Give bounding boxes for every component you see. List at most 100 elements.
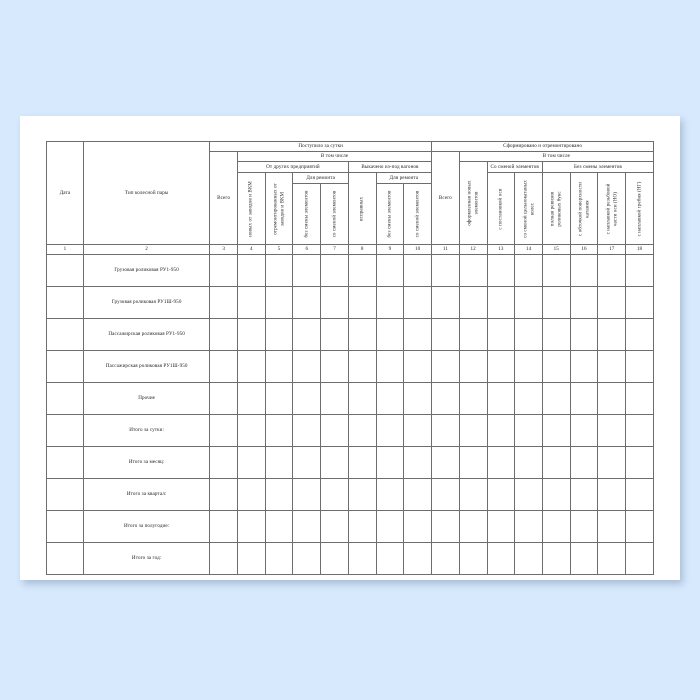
cell-col-16[interactable]: [569, 542, 599, 575]
cell-col-9[interactable]: [375, 382, 405, 415]
cell-col-12[interactable]: [458, 510, 488, 543]
cell-col-10[interactable]: [403, 254, 433, 287]
cell-col-17[interactable]: [597, 542, 627, 575]
cell-col-13[interactable]: [486, 382, 516, 415]
cell-col-7[interactable]: [320, 446, 349, 479]
cell-col-18[interactable]: [625, 318, 654, 351]
cell-col-14[interactable]: [514, 542, 543, 575]
cell-col-15[interactable]: [541, 414, 571, 447]
cell-col-4[interactable]: [237, 478, 266, 511]
cell-date[interactable]: [46, 510, 84, 543]
cell-col-5[interactable]: [264, 350, 294, 383]
cell-col-18[interactable]: [625, 542, 654, 575]
cell-col-18[interactable]: [625, 510, 654, 543]
cell-col-18[interactable]: [625, 286, 654, 319]
cell-col-5[interactable]: [264, 510, 294, 543]
cell-col-7[interactable]: [320, 510, 349, 543]
cell-col-4[interactable]: [237, 382, 266, 415]
cell-col-14[interactable]: [514, 318, 543, 351]
cell-col-3[interactable]: [209, 414, 238, 447]
cell-col-16[interactable]: [569, 510, 599, 543]
cell-col-6[interactable]: [292, 414, 322, 447]
cell-col-5[interactable]: [264, 286, 294, 319]
cell-col-12[interactable]: [458, 542, 488, 575]
cell-col-12[interactable]: [458, 254, 488, 287]
cell-col-18[interactable]: [625, 446, 654, 479]
cell-col-17[interactable]: [597, 286, 627, 319]
cell-col-15[interactable]: [541, 446, 571, 479]
cell-col-17[interactable]: [597, 446, 627, 479]
cell-col-10[interactable]: [403, 286, 433, 319]
cell-col-3[interactable]: [209, 446, 238, 479]
cell-col-13[interactable]: [486, 542, 516, 575]
cell-col-9[interactable]: [375, 542, 405, 575]
cell-col-4[interactable]: [237, 318, 266, 351]
cell-col-14[interactable]: [514, 446, 543, 479]
cell-col-16[interactable]: [569, 286, 599, 319]
cell-col-4[interactable]: [237, 510, 266, 543]
cell-col-18[interactable]: [625, 382, 654, 415]
cell-col-14[interactable]: [514, 478, 543, 511]
cell-col-5[interactable]: [264, 382, 294, 415]
cell-col-15[interactable]: [541, 510, 571, 543]
cell-col-9[interactable]: [375, 510, 405, 543]
cell-date[interactable]: [46, 382, 84, 415]
cell-col-16[interactable]: [569, 254, 599, 287]
cell-col-16[interactable]: [569, 446, 599, 479]
cell-col-3[interactable]: [209, 350, 238, 383]
cell-col-11[interactable]: [431, 286, 460, 319]
cell-col-12[interactable]: [458, 478, 488, 511]
cell-col-10[interactable]: [403, 318, 433, 351]
cell-col-10[interactable]: [403, 510, 433, 543]
cell-col-7[interactable]: [320, 350, 349, 383]
cell-col-11[interactable]: [431, 510, 460, 543]
cell-col-17[interactable]: [597, 478, 627, 511]
cell-col-3[interactable]: [209, 254, 238, 287]
cell-col-18[interactable]: [625, 478, 654, 511]
cell-col-10[interactable]: [403, 350, 433, 383]
cell-col-17[interactable]: [597, 350, 627, 383]
cell-date[interactable]: [46, 318, 84, 351]
cell-col-5[interactable]: [264, 414, 294, 447]
cell-col-5[interactable]: [264, 254, 294, 287]
cell-col-14[interactable]: [514, 286, 543, 319]
cell-col-11[interactable]: [431, 350, 460, 383]
cell-col-7[interactable]: [320, 414, 349, 447]
cell-col-7[interactable]: [320, 318, 349, 351]
cell-col-18[interactable]: [625, 350, 654, 383]
cell-col-4[interactable]: [237, 414, 266, 447]
cell-col-15[interactable]: [541, 542, 571, 575]
cell-col-3[interactable]: [209, 318, 238, 351]
cell-col-8[interactable]: [347, 446, 377, 479]
cell-col-16[interactable]: [569, 414, 599, 447]
cell-col-11[interactable]: [431, 446, 460, 479]
cell-col-6[interactable]: [292, 382, 322, 415]
cell-col-15[interactable]: [541, 254, 571, 287]
cell-col-5[interactable]: [264, 446, 294, 479]
cell-col-15[interactable]: [541, 318, 571, 351]
cell-date[interactable]: [46, 254, 84, 287]
cell-date[interactable]: [46, 286, 84, 319]
cell-col-3[interactable]: [209, 286, 238, 319]
cell-col-8[interactable]: [347, 542, 377, 575]
cell-date[interactable]: [46, 414, 84, 447]
cell-col-9[interactable]: [375, 414, 405, 447]
cell-col-5[interactable]: [264, 478, 294, 511]
cell-col-6[interactable]: [292, 350, 322, 383]
cell-col-7[interactable]: [320, 382, 349, 415]
cell-col-12[interactable]: [458, 414, 488, 447]
cell-col-13[interactable]: [486, 510, 516, 543]
cell-col-15[interactable]: [541, 478, 571, 511]
cell-col-15[interactable]: [541, 382, 571, 415]
cell-col-16[interactable]: [569, 478, 599, 511]
cell-col-11[interactable]: [431, 414, 460, 447]
cell-date[interactable]: [46, 350, 84, 383]
cell-col-9[interactable]: [375, 478, 405, 511]
cell-col-3[interactable]: [209, 478, 238, 511]
cell-col-17[interactable]: [597, 254, 627, 287]
cell-col-4[interactable]: [237, 446, 266, 479]
cell-col-13[interactable]: [486, 414, 516, 447]
cell-col-15[interactable]: [541, 286, 571, 319]
cell-col-16[interactable]: [569, 382, 599, 415]
cell-col-14[interactable]: [514, 254, 543, 287]
